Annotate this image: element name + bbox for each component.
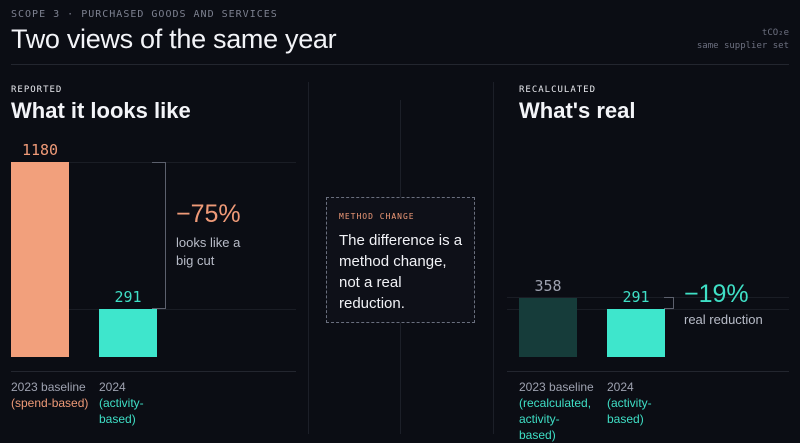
reported-value-2024: 291 xyxy=(114,288,142,306)
recalc-top-gridline xyxy=(507,297,789,298)
reported-xlabel-2023-method: (spend-based) xyxy=(11,396,89,410)
recalc-xlabel-2024-method-1: (activity- xyxy=(607,396,652,410)
reported-tag: REPORTED xyxy=(11,85,63,95)
reported-delta-note-line1: looks like a xyxy=(176,235,241,250)
left-panel-divider xyxy=(308,82,309,434)
method-change-callout: METHOD CHANGE The difference is a method… xyxy=(326,197,475,323)
recalc-bar-2023-baseline xyxy=(519,298,577,357)
recalc-xlabel-2024-line1: 2024 xyxy=(607,380,634,394)
reported-bar-2023-baseline xyxy=(11,162,69,357)
right-panel-divider xyxy=(493,82,494,434)
recalc-xlabel-2023-line1: 2023 baseline xyxy=(519,380,594,394)
reported-xlabel-2024-method-2: based) xyxy=(99,412,136,426)
supplier-set-note: same supplier set xyxy=(696,41,789,51)
reported-delta-note-line2: big cut xyxy=(176,253,215,268)
reported-xlabel-2024-method-1: (activity- xyxy=(99,396,144,410)
recalc-value-2023: 358 xyxy=(534,277,562,295)
header-divider xyxy=(11,64,789,65)
reported-xlabel-2023: 2023 baseline (spend-based) xyxy=(11,379,88,411)
recalc-delta: −19% xyxy=(684,280,749,308)
recalc-xlabel-2023: 2023 baseline (recalculated, activity- b… xyxy=(519,379,594,443)
reported-change-bracket xyxy=(152,162,166,309)
callout-text: The difference is a method change, not a… xyxy=(339,232,463,312)
recalc-xlabel-2024: 2024 (activity- based) xyxy=(607,379,652,427)
page-title: Two views of the same year xyxy=(11,24,337,54)
recalc-bar-2024 xyxy=(607,309,665,357)
reported-value-2023: 1180 xyxy=(21,141,59,159)
recalculated-title: What's real xyxy=(519,98,636,123)
reported-axis-baseline xyxy=(11,371,296,372)
recalc-change-bracket xyxy=(664,297,674,309)
callout-tag: METHOD CHANGE xyxy=(339,212,415,221)
section-eyebrow: SCOPE 3 · PURCHASED GOODS AND SERVICES xyxy=(11,9,278,20)
reported-xlabel-2024-line1: 2024 xyxy=(99,380,126,394)
recalc-xlabel-2023-method-2: activity- xyxy=(519,412,560,426)
recalc-xlabel-2023-method-1: (recalculated, xyxy=(519,396,592,410)
recalc-value-2024: 291 xyxy=(622,288,650,306)
recalc-xlabel-2023-method-3: based) xyxy=(519,428,556,442)
recalc-delta-note: real reduction xyxy=(684,312,763,327)
recalculated-tag: RECALCULATED xyxy=(519,85,597,95)
reported-xlabel-2024: 2024 (activity- based) xyxy=(99,379,144,427)
recalc-axis-baseline xyxy=(507,371,789,372)
reported-xlabel-2023-line1: 2023 baseline xyxy=(11,380,86,394)
reported-bar-2024 xyxy=(99,309,157,357)
unit-label: tCO₂e xyxy=(761,28,789,38)
reported-title: What it looks like xyxy=(11,98,191,123)
reported-delta: −75% xyxy=(176,200,241,228)
recalc-xlabel-2024-method-2: based) xyxy=(607,412,644,426)
reported-delta-note: looks like a big cut xyxy=(176,234,240,270)
